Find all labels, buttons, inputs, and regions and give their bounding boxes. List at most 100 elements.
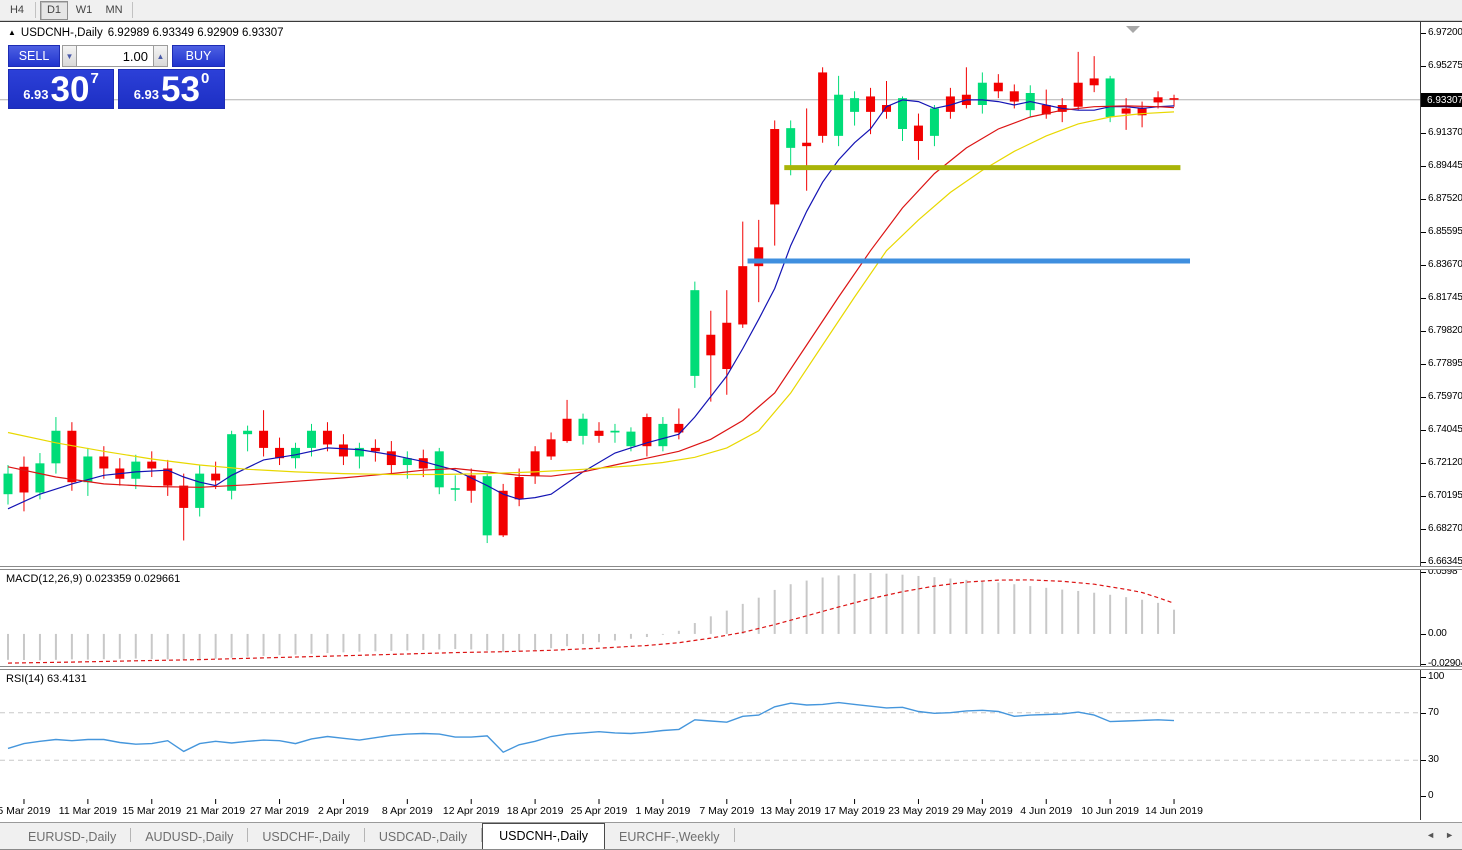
price-axis-label: 100 (1428, 671, 1445, 682)
macd-plot[interactable] (0, 570, 1420, 666)
axis-tick (1421, 66, 1426, 67)
date-axis-label: 17 May 2019 (824, 805, 885, 817)
timeframe-button-mn[interactable]: MN (105, 4, 123, 16)
rsi-plot[interactable] (0, 670, 1420, 799)
price-axis-label: 6.68270 (1428, 523, 1462, 534)
date-axis-label: 2 Apr 2019 (318, 805, 369, 817)
date-axis-label: 14 Jun 2019 (1145, 805, 1203, 817)
macd-indicator-pane[interactable]: MACD(12,26,9) 0.023359 0.029661 (0, 570, 1420, 666)
timeframe-button-h4[interactable]: H4 (9, 4, 25, 16)
pane-splitter[interactable] (0, 566, 1462, 570)
tab-separator (481, 828, 483, 842)
date-axis-label: 25 Apr 2019 (570, 805, 628, 817)
tab-separator (130, 828, 132, 842)
volume-input[interactable] (77, 45, 153, 67)
axis-tick (1421, 760, 1426, 761)
chart-frame-border (0, 21, 1462, 22)
collapse-triangle-icon[interactable]: ▲ (8, 28, 16, 37)
axis-tick (1421, 166, 1426, 167)
axis-tick (1421, 199, 1426, 200)
tab-separator (733, 828, 735, 842)
chart-tab-usdchf[interactable]: USDCHF-,Daily (262, 830, 350, 844)
timeframe-button-w1[interactable]: W1 (75, 4, 93, 16)
axis-tick (1421, 562, 1426, 563)
axis-tick (1421, 664, 1426, 665)
chart-tab-usdcad[interactable]: USDCAD-,Daily (378, 830, 468, 844)
date-axis-label: 21 Mar 2019 (186, 805, 246, 817)
date-axis-label: 1 May 2019 (635, 805, 691, 817)
date-axis-label: 10 Jun 2019 (1081, 805, 1140, 817)
current-price-tag: 6.93307 (1421, 93, 1462, 107)
price-axis-label: 6.97200 (1428, 27, 1462, 38)
date-axis-label: 29 May 2019 (951, 805, 1013, 817)
date-axis[interactable]: 5 Mar 2019 11 Mar 2019 15 Mar 2019 21 Mar 2… (0, 799, 1462, 822)
main-chart-pane[interactable]: ▲ USDCNH-,Daily 6.92989 6.93349 6.92909 … (0, 22, 1420, 566)
axis-tick (1421, 634, 1426, 635)
chart-shift-marker-icon[interactable] (1126, 26, 1140, 33)
price-axis-label: 0.0598 (1428, 566, 1458, 577)
rsi-indicator-pane[interactable]: RSI(14) 63.4131 (0, 670, 1420, 799)
spinner-up-icon: ▲ (156, 51, 165, 61)
date-axis-label: 7 May 2019 (699, 805, 755, 817)
tab-separator (247, 828, 249, 842)
price-axis-label: 0.00 (1428, 628, 1447, 639)
chart-tab-usdcnh[interactable]: USDCNH-,Daily (482, 823, 606, 849)
price-axis[interactable]: 6.93307 6.97200 6.95275 6.91370 6.89445 6.87… (1420, 22, 1462, 820)
price-axis-label: 6.72120 (1428, 457, 1462, 468)
price-axis-label: 6.89445 (1428, 160, 1462, 171)
timeframe-toolbar: H4 D1 W1 MN (0, 0, 1462, 21)
chart-tab-audusd[interactable]: AUDUSD-,Daily (145, 830, 234, 844)
buy-price-button[interactable]: 6.93 53 0 (118, 69, 225, 109)
price-axis-label: 6.79820 (1428, 325, 1462, 336)
buy-price-big-digits: 53 (161, 70, 200, 110)
buy-price-prefix: 6.93 (133, 87, 160, 102)
axis-tick (1421, 397, 1426, 398)
chart-tab-eurusd[interactable]: EURUSD-,Daily (28, 830, 117, 844)
tab-separator (363, 828, 365, 842)
sell-price-button[interactable]: 6.93 30 7 (8, 69, 114, 109)
sell-price-big-digits: 30 (50, 70, 90, 110)
tab-scroll-left-icon[interactable]: ◄ (1426, 830, 1436, 840)
rsi-label: RSI(14) 63.4131 (6, 673, 87, 685)
axis-tick (1421, 33, 1426, 34)
volume-increase-button[interactable]: ▲ (153, 45, 168, 67)
buy-button[interactable]: BUY (172, 45, 225, 67)
chart-ohlc-values: 6.92989 6.93349 6.92909 6.93307 (107, 27, 284, 39)
axis-tick (1421, 232, 1426, 233)
axis-tick (1421, 529, 1426, 530)
chart-tab-eurchf[interactable]: EURCHF-,Weekly (619, 830, 720, 844)
axis-tick (1421, 298, 1426, 299)
sell-button[interactable]: SELL (8, 45, 60, 67)
sell-price-pip-digit: 7 (90, 70, 99, 87)
axis-tick (1421, 677, 1426, 678)
tab-scroll-right-icon[interactable]: ► (1445, 830, 1454, 840)
chart-title: ▲ USDCNH-,Daily 6.92989 6.93349 6.92909 … (8, 27, 284, 39)
chart-tab-bar: EURUSD-,Daily AUDUSD-,Daily USDCHF-,Daily U… (0, 822, 1462, 850)
candlestick-plot[interactable] (0, 22, 1420, 566)
date-axis-label: 18 Apr 2019 (506, 805, 564, 817)
one-click-trade-panel: SELL ▼ ▲ BUY 6.93 30 7 (8, 45, 225, 109)
price-axis-label: -0.029049 (1428, 658, 1462, 669)
date-axis-label: 23 May 2019 (888, 805, 949, 817)
price-axis-label: 6.70195 (1428, 490, 1462, 501)
axis-tick (1421, 463, 1426, 464)
buy-price-pip-digit: 0 (200, 70, 210, 87)
spinner-down-icon: ▼ (65, 51, 74, 61)
date-axis-label: 4 Jun 2019 (1020, 805, 1073, 817)
timeframe-button-d1[interactable]: D1 (40, 0, 68, 20)
toolbar-divider (132, 2, 133, 18)
price-axis-label: 6.85595 (1428, 226, 1462, 237)
axis-tick (1421, 572, 1426, 573)
price-axis-label: 70 (1428, 707, 1439, 718)
date-axis-label: 15 Mar 2019 (122, 805, 182, 817)
pane-splitter[interactable] (0, 666, 1462, 670)
price-axis-label: 6.81745 (1428, 292, 1462, 303)
volume-decrease-button[interactable]: ▼ (62, 45, 77, 67)
price-axis-label: 30 (1428, 754, 1439, 765)
axis-tick (1421, 265, 1426, 266)
price-axis-label: 6.87520 (1428, 193, 1462, 204)
chart-window: ▲ USDCNH-,Daily 6.92989 6.93349 6.92909 … (0, 21, 1462, 822)
date-axis-label: 13 May 2019 (760, 805, 822, 817)
price-axis-label: 6.66345 (1428, 556, 1462, 567)
